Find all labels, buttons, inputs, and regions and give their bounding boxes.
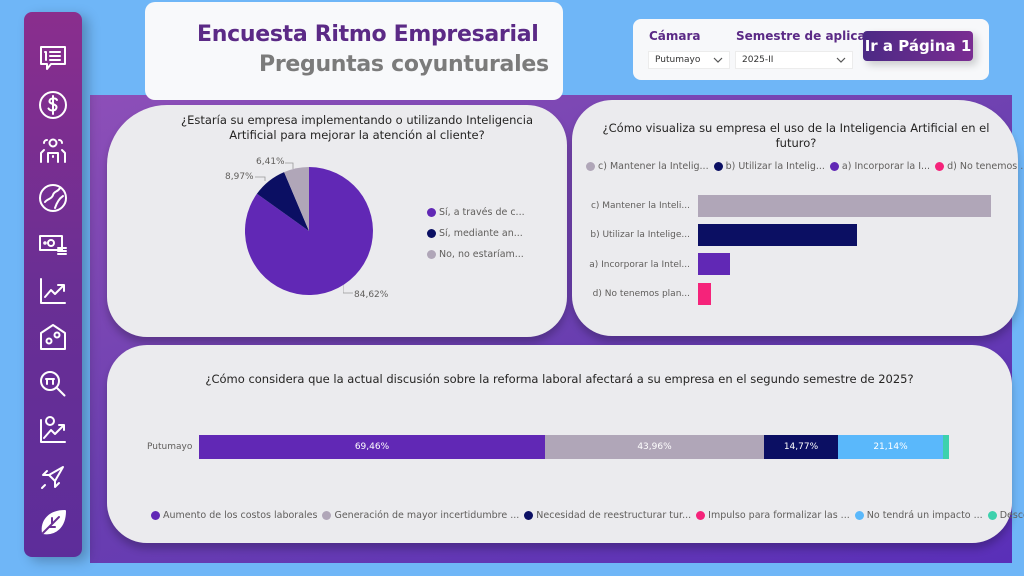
stacked-bar-card: ¿Cómo considera que la actual discusión … [107,345,1024,543]
nav-trend-button[interactable] [33,271,73,311]
bar-incorporar[interactable] [698,253,730,275]
semestre-filter-label: Semestre de aplica... [736,29,880,43]
legend-item[interactable]: Aumento de los costos laborales [151,510,317,521]
segment-aumento-costos[interactable]: 69,46% [199,435,545,459]
pie-label-si-mediante: 8,97% [225,172,254,182]
nav-rocket-button[interactable] [33,457,73,497]
pie-slice-si-mediante [256,172,309,231]
pie-slice-si-atraves [245,167,373,295]
legend-dot [427,250,436,259]
legend-item[interactable]: a) Incorporar la I... [829,161,930,172]
leaf-icon [41,510,66,535]
bar-category-label: c) Mantener la Inteli... [590,201,690,211]
page-subtitle: Preguntas coyunturales [259,52,549,77]
legend-dot [427,208,436,217]
bar-category-label: d) No tenemos plan... [592,289,690,299]
trend-up-icon [40,277,66,304]
sidebar-nav [24,12,82,557]
finance-growth-icon [40,416,66,443]
nav-market-search-button[interactable] [33,364,73,404]
chevron-down-icon [713,55,723,65]
bar-utilizar[interactable] [698,224,857,246]
camara-dropdown[interactable]: Putumayo [648,51,730,69]
bar-category-label: a) Incorporar la Intel... [589,260,690,270]
legend-item[interactable]: Sí, a través de c... [427,207,525,218]
stacked-bar: 69,46% 43,96% 14,77% 21,14% [199,435,949,459]
dollar-icon [39,90,67,119]
title-card: Encuesta Ritmo Empresarial Preguntas coy… [145,2,563,100]
nav-cash-button[interactable] [33,224,73,264]
pie-slice-no [284,167,309,231]
legend-dot [322,511,332,520]
factory-gears-icon [40,324,66,350]
cash-icon [39,235,67,255]
bar-no-tenemos[interactable] [698,283,711,305]
bar-chart-card: ¿Cómo visualiza su empresa el uso de la … [572,100,1024,336]
legend-dot [151,511,160,520]
page-title: Encuesta Ritmo Empresarial [197,22,539,47]
legend-dot [696,511,706,520]
legend-item[interactable]: d) No tenemos ... [935,161,1024,172]
nav-sustainability-button[interactable] [33,503,73,543]
legend-item[interactable]: Impulso para formalizar las ... [696,510,850,521]
bar-legend: c) Mantener la Intelig... b) Utilizar la… [586,161,1024,172]
legend-item[interactable]: Sí, mediante an... [427,228,525,239]
nav-survey-button[interactable] [33,38,73,78]
legend-item[interactable]: Generación de mayor incertidumbre ... [322,510,519,521]
bar-chart-title: ¿Cómo visualiza su empresa el uso de la … [602,121,990,150]
pie-chart-title: ¿Estaría su empresa implementando o util… [181,113,533,142]
camara-dropdown-value: Putumayo [655,55,701,65]
nav-globe-button[interactable] [33,178,73,218]
segment-reestructurar[interactable]: 14,77% [764,435,838,459]
legend-dot [854,511,864,520]
survey-list-icon [40,46,66,70]
stacked-category-label: Putumayo [147,442,193,452]
camara-filter-label: Cámara [649,29,701,43]
legend-item[interactable]: No tendrá un impacto ... [854,510,983,521]
semestre-dropdown[interactable]: 2025-II [735,51,853,69]
legend-dot [427,229,436,238]
goto-page-1-button[interactable]: Ir a Página 1 [863,31,973,61]
pie-label-no: 6,41% [256,157,285,167]
legend-dot [935,162,945,171]
nav-team-button[interactable] [33,131,73,171]
bar-category-label: b) Utilizar la Intelige... [590,230,690,240]
pie-legend: Sí, a través de c... Sí, mediante an... … [427,207,525,260]
filter-card: Cámara Putumayo Semestre de aplica... 20… [633,19,989,80]
nav-finance-growth-button[interactable] [33,410,73,450]
chevron-down-icon [836,55,846,65]
legend-item[interactable]: c) Mantener la Intelig... [586,161,709,172]
legend-dot [829,162,839,171]
legend-dot [987,511,997,520]
legend-item[interactable]: No, no estaríam... [427,249,525,260]
stacked-legend: Aumento de los costos laborales Generaci… [151,510,1024,521]
nav-industry-button[interactable] [33,317,73,357]
legend-dot [713,162,723,171]
pie-chart-card: ¿Estaría su empresa implementando o util… [107,105,567,337]
legend-item[interactable]: Desconozco la discu... [987,510,1024,521]
legend-dot [586,162,595,171]
search-market-icon [40,370,66,396]
semestre-dropdown-value: 2025-II [742,55,774,65]
legend-item[interactable]: b) Utilizar la Intelig... [713,161,825,172]
team-icon [40,138,66,163]
rocket-icon [41,465,64,489]
stacked-chart-title: ¿Cómo considera que la actual discusión … [205,372,914,386]
pie-label-si-atraves: 84,62% [354,290,389,300]
legend-dot [524,511,534,520]
pie-chart[interactable] [245,167,373,295]
legend-item[interactable]: Necesidad de reestructurar tur... [524,510,691,521]
globe-icon [39,183,67,212]
segment-no-impacto[interactable]: 21,14% [838,435,943,459]
bar-mantener[interactable] [698,195,991,217]
segment-incertidumbre[interactable]: 43,96% [545,435,764,459]
segment-desconozco[interactable] [943,435,949,459]
nav-dollar-button[interactable] [33,85,73,125]
